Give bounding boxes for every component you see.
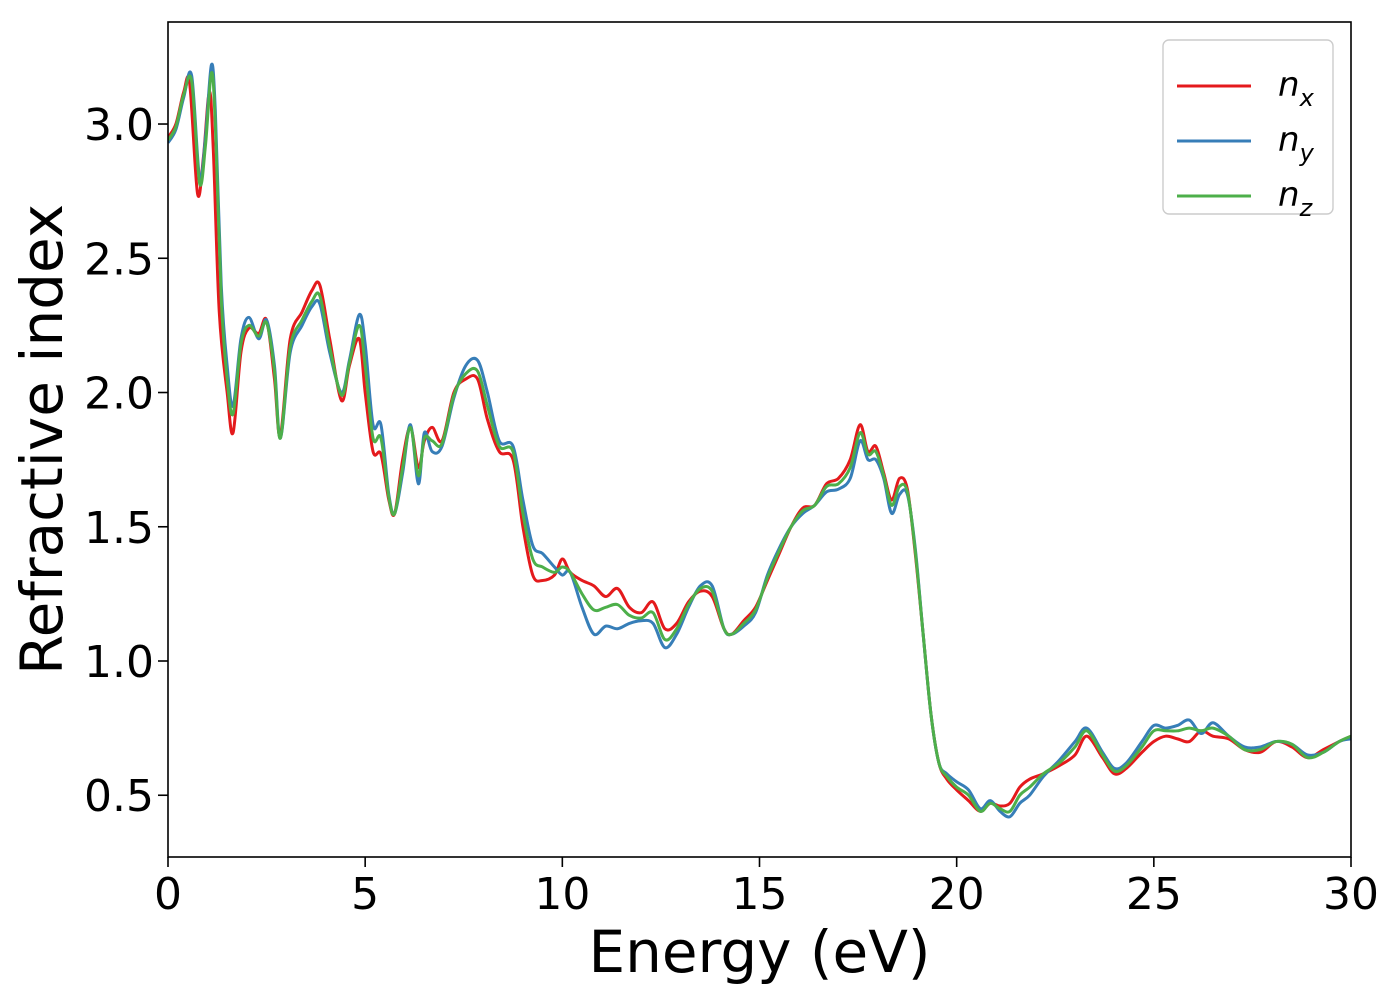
y-tick-label: 0.5 (84, 771, 154, 822)
y-tick-label: 1.5 (84, 503, 154, 554)
series-line-z (168, 71, 1351, 814)
y-tick-label: 3.0 (84, 100, 154, 151)
series-line-x (168, 75, 1351, 813)
x-tick-label: 5 (351, 869, 379, 920)
legend-box (1162, 39, 1334, 215)
y-axis-title: Refractive index (8, 204, 76, 675)
legend-label-z: nz (1278, 175, 1314, 222)
legend-label-x: nx (1278, 65, 1315, 112)
x-tick-label: 25 (1126, 869, 1182, 920)
x-tick-label: 20 (929, 869, 985, 920)
y-tick-label: 2.0 (84, 369, 154, 420)
x-tick-label: 30 (1323, 869, 1379, 920)
y-tick-label: 2.5 (84, 234, 154, 285)
x-axis-title: Energy (eV) (588, 918, 930, 986)
x-tick-label: 0 (154, 869, 182, 920)
plot-lines (168, 62, 1351, 819)
series-line-y (168, 62, 1351, 819)
x-tick-label: 10 (534, 869, 590, 920)
x-axis-ticks: 0 5 10 15 20 25 30 (154, 857, 1379, 920)
y-tick-label: 1.0 (84, 637, 154, 688)
legend-label-y: ny (1278, 120, 1315, 167)
y-axis-ticks: 0.5 1.0 1.5 2.0 2.5 3.0 (84, 100, 168, 822)
legend: nx ny nz (1162, 39, 1334, 222)
x-tick-label: 15 (732, 869, 788, 920)
